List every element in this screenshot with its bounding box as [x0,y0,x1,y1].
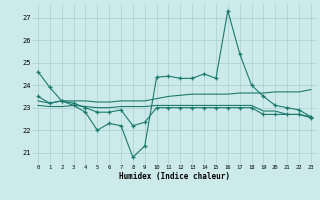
X-axis label: Humidex (Indice chaleur): Humidex (Indice chaleur) [119,172,230,181]
